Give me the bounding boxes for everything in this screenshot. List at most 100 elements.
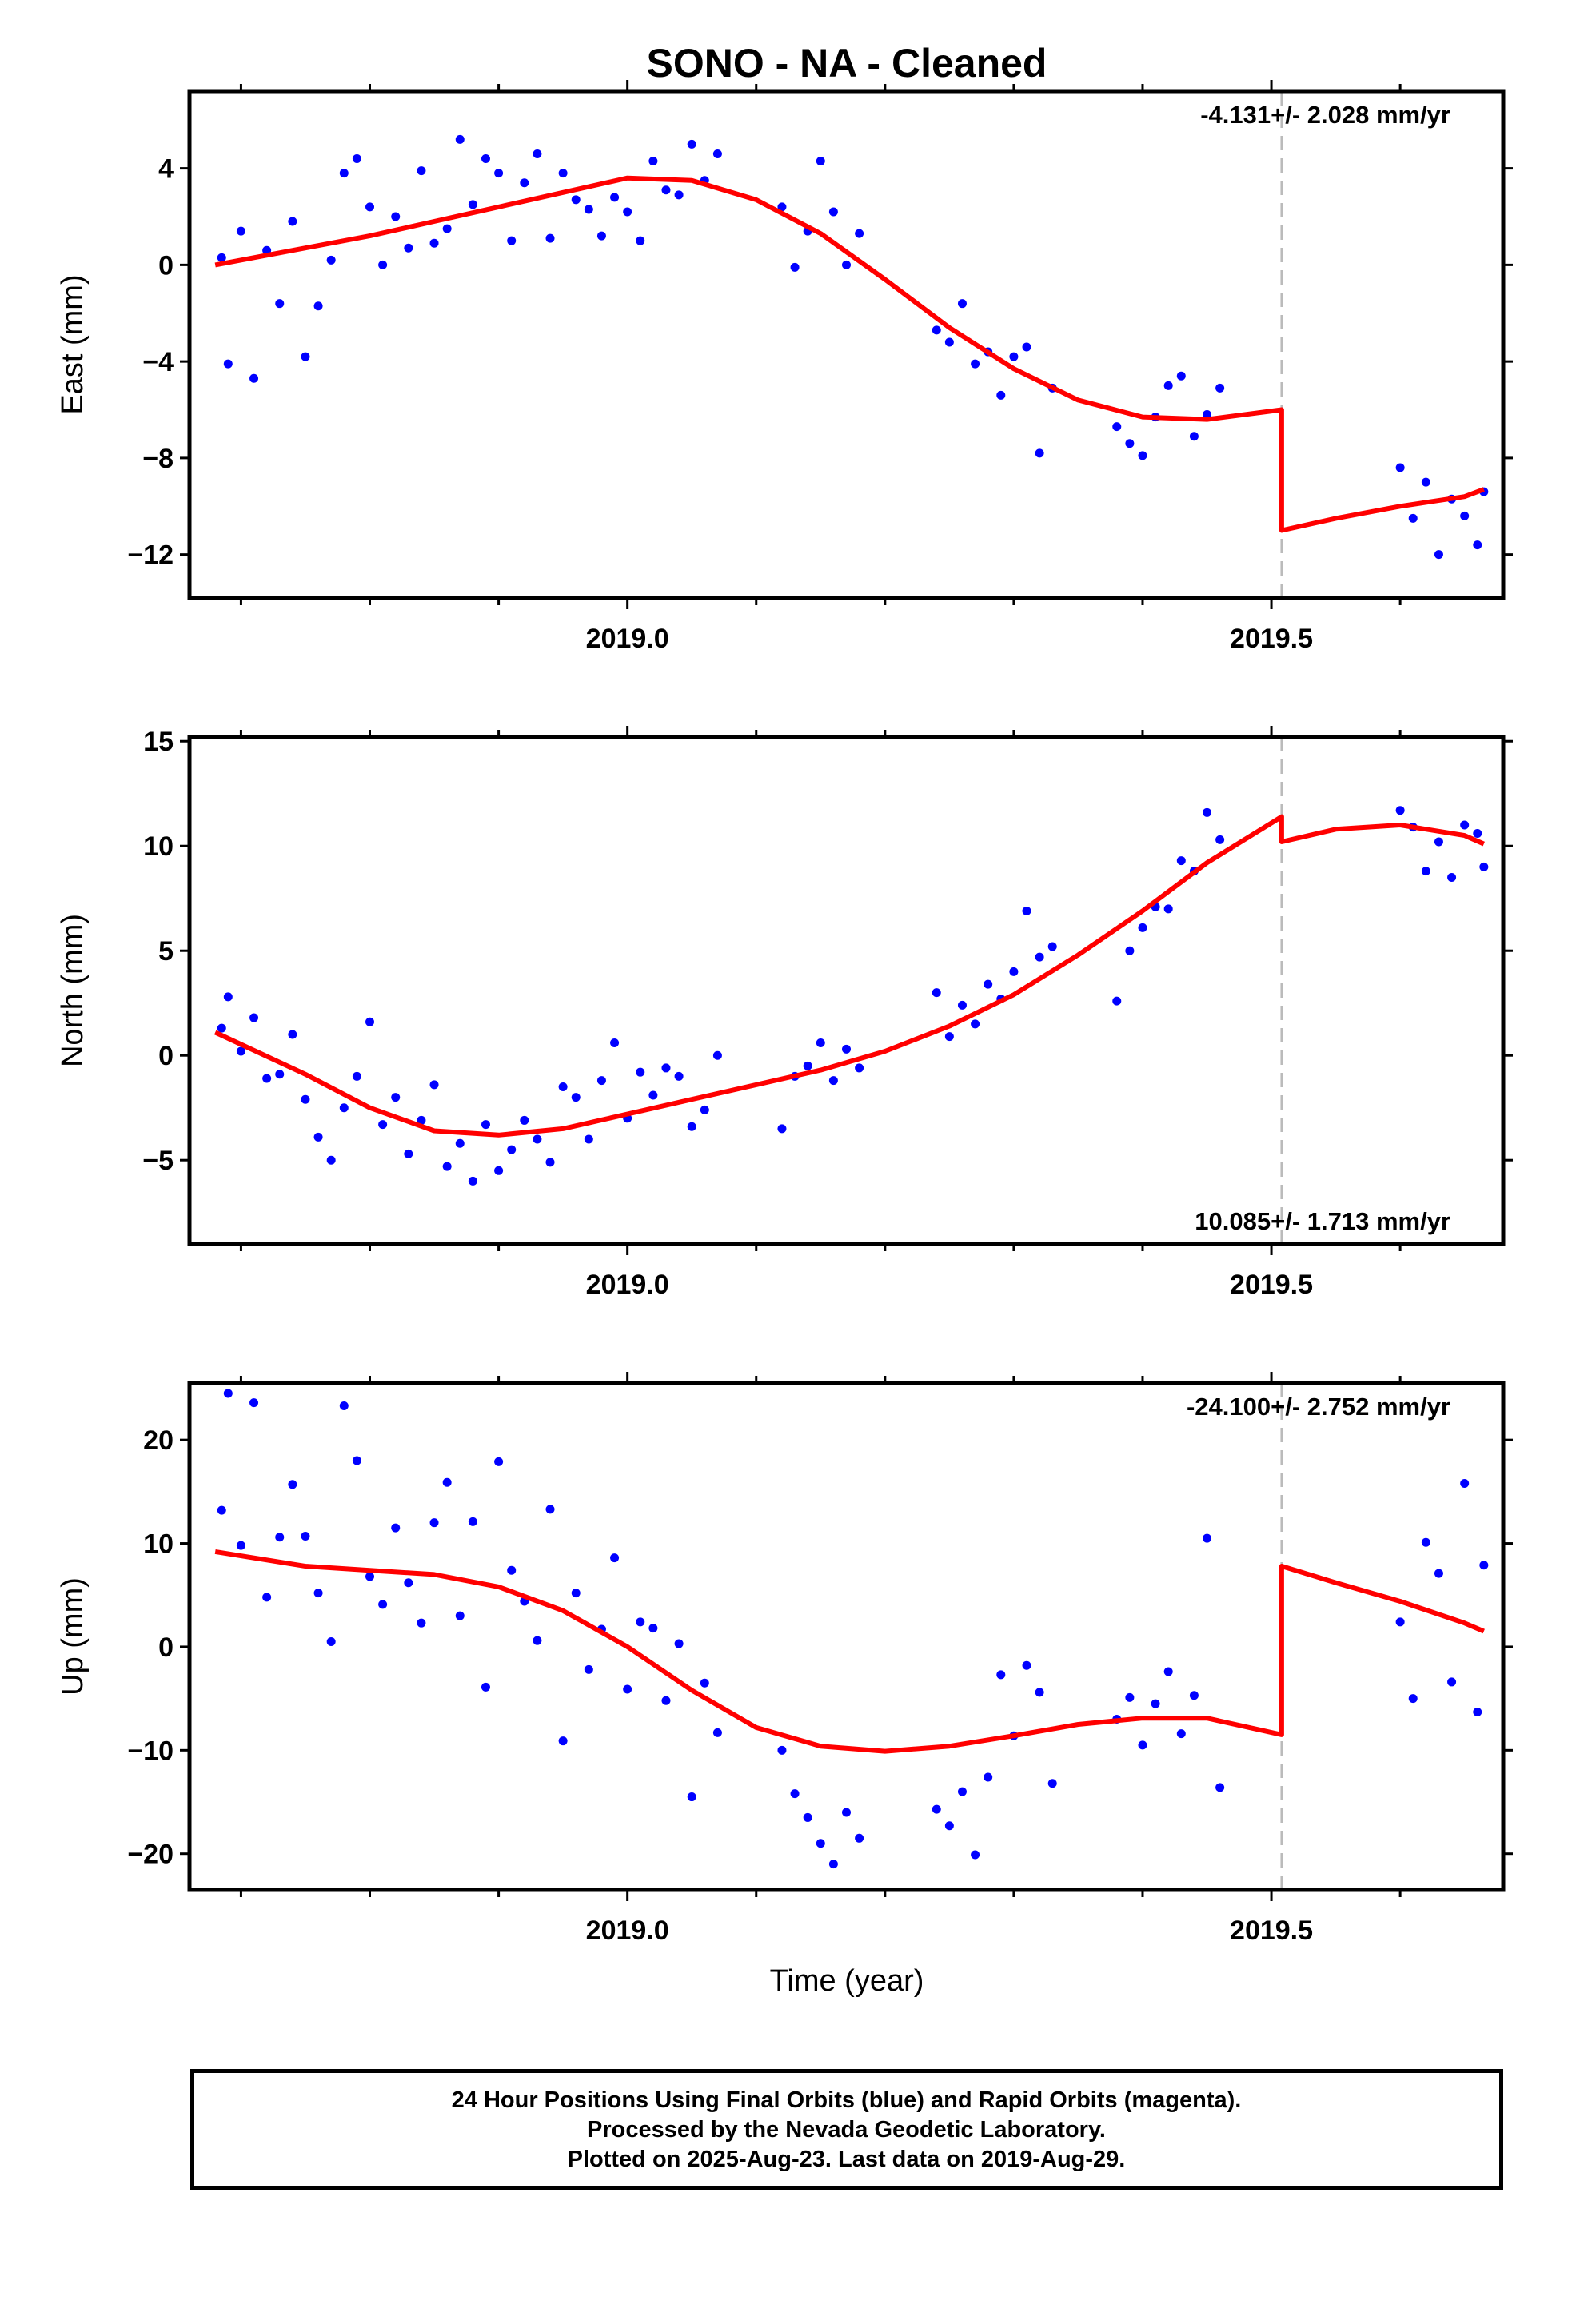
east-ytick-label: −12 [127,540,174,571]
north-data-point [404,1149,413,1158]
north-data-point [339,1103,349,1113]
up-ytick-label: −20 [127,1840,174,1870]
up-data-point [313,1589,323,1598]
east-points [217,134,1489,560]
north-data-point [571,1093,581,1102]
up-data-point [442,1477,452,1487]
east-data-point [339,169,349,178]
east-data-point [944,337,954,347]
up-data-point [1460,1479,1470,1489]
up-data-point [326,1636,336,1646]
up-data-point [944,1821,954,1831]
north-data-point [610,1038,620,1047]
up-data-point [494,1457,504,1466]
north-data-point [468,1176,477,1186]
east-data-point [674,190,684,200]
up-data-point [417,1618,426,1628]
east-panel: −12 −8 −4 0 4 2019.0 2019.5 East (mm) -4.131+/- … [56,80,1513,654]
north-data-point [636,1067,645,1077]
north-data-point [1125,946,1135,955]
north-data-point [429,1080,439,1090]
north-data-point [661,1063,671,1073]
east-data-point [1009,352,1019,361]
east-data-point [1408,513,1418,523]
east-data-point [661,185,671,195]
north-data-point [816,1038,825,1047]
north-data-point [236,1046,245,1056]
north-data-point [584,1134,593,1144]
north-data-point [712,1050,722,1060]
east-ytick-label: 4 [158,154,174,185]
north-data-point [378,1120,388,1130]
east-data-point [442,224,452,233]
up-data-point [1395,1617,1405,1627]
up-data-point [932,1804,941,1814]
north-xtick-label: 2019.5 [1230,1270,1313,1300]
north-data-point [288,1030,297,1039]
up-data-point [571,1589,581,1598]
up-data-point [1421,1537,1430,1547]
east-data-point [828,207,838,217]
up-data-point [301,1531,310,1541]
footer-line-1: 24 Hour Positions Using Final Orbits (bl… [451,2087,1242,2113]
up-data-point [365,1572,375,1581]
up-data-point [1047,1779,1057,1788]
north-data-point [648,1090,658,1100]
east-data-point [996,390,1006,400]
north-data-point [249,1013,259,1022]
east-data-point [365,202,375,212]
east-data-point [636,236,645,245]
up-data-point [790,1789,800,1799]
north-ytick-label: 15 [143,727,174,757]
east-data-point [1434,550,1443,560]
north-data-point [442,1162,452,1171]
north-data-point [687,1122,696,1131]
up-data-point [984,1772,993,1782]
up-data-point [236,1541,245,1550]
north-data-point [984,979,993,989]
north-xtick-label: 2019.0 [586,1270,669,1300]
north-data-point [1473,829,1482,839]
north-data-point [1112,996,1122,1006]
east-data-point [404,243,413,253]
east-data-point [1022,342,1031,352]
north-data-point [596,1076,606,1086]
up-data-point [712,1728,722,1737]
north-data-point [494,1166,504,1175]
up-data-point [1138,1740,1147,1750]
east-data-point [301,352,310,361]
up-data-point [674,1639,684,1648]
north-data-point [674,1071,684,1081]
up-data-point [275,1533,285,1542]
east-data-point [1189,432,1199,441]
up-data-point [1176,1729,1186,1739]
east-data-point [249,373,259,383]
footer-caption-box: 24 Hour Positions Using Final Orbits (bl… [190,2069,1503,2190]
north-data-point [481,1120,490,1130]
up-data-point [1022,1660,1031,1670]
north-data-point [507,1145,517,1154]
north-data-point [1035,952,1044,962]
up-data-point [816,1839,825,1848]
north-data-point [777,1124,787,1134]
north-data-point [842,1044,851,1054]
east-data-point [1035,448,1044,458]
north-data-point [1163,904,1173,914]
north-data-point [1479,862,1489,871]
north-ytick-label: −5 [142,1146,174,1176]
footer-line-3: Plotted on 2025-Aug-23. Last data on 201… [567,2147,1126,2172]
north-data-point [1434,837,1443,847]
north-data-point [1421,867,1430,876]
east-fit-line [214,175,1485,533]
up-ytick-label: 10 [143,1529,174,1560]
north-data-point [313,1132,323,1142]
north-data-point [932,988,941,998]
east-data-point [1125,439,1135,448]
up-data-point [996,1670,1006,1680]
up-data-point [842,1808,851,1817]
north-data-point [275,1070,285,1079]
north-data-point [533,1134,542,1144]
north-ytick-label: 10 [143,831,174,862]
footer-line-2: Processed by the Nevada Geodetic Laborat… [587,2117,1106,2143]
